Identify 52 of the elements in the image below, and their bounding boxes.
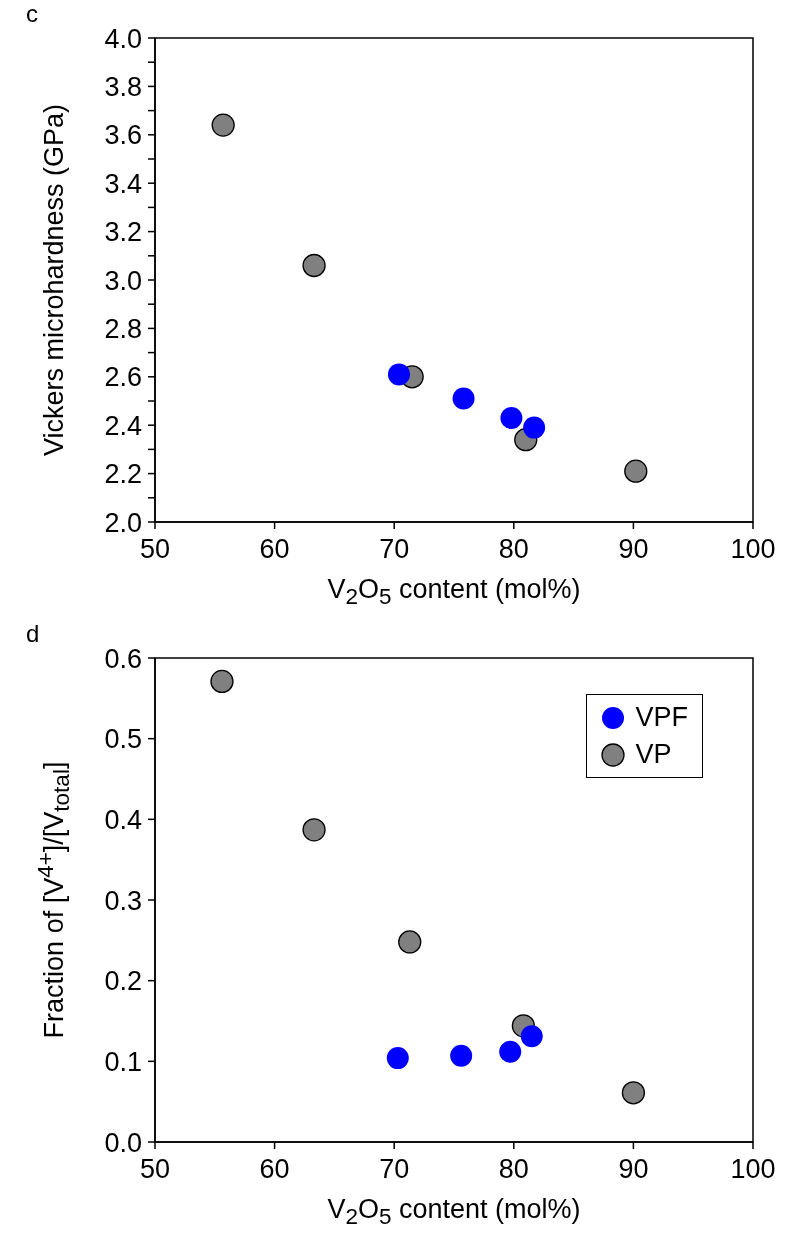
x-axis-title: V$_{2}$O$_{5}$ content (mol%) — [326, 574, 582, 611]
x-tick-label: 100 — [730, 1154, 776, 1185]
y-tick-label: 3.8 — [104, 71, 142, 102]
point — [398, 930, 422, 954]
point — [452, 387, 475, 410]
x-tick-label: 50 — [139, 534, 171, 565]
point — [386, 1047, 409, 1070]
chart-title: d — [26, 620, 40, 648]
point — [520, 1025, 543, 1048]
x-tick-label: 60 — [259, 1154, 290, 1185]
y-tick-label: 2.4 — [104, 410, 142, 441]
point — [624, 459, 648, 483]
legend-label: VP — [635, 739, 672, 770]
point — [302, 253, 326, 278]
legend-label: VPF — [635, 702, 688, 733]
y-tick-label: 0.6 — [104, 643, 142, 674]
y-tick-label: 3.6 — [104, 120, 142, 151]
y-tick-label: 3.0 — [104, 265, 142, 296]
x-tick-label: 80 — [498, 1154, 529, 1185]
x-tick-label: 70 — [379, 1154, 410, 1185]
chart-title: c — [26, 0, 38, 28]
y-tick-label: 0.5 — [104, 724, 142, 755]
y-tick-label: 2.6 — [104, 362, 142, 393]
y-tick-label: 0.3 — [104, 885, 142, 916]
x-axis-title: V$_{2}$O$_{5}$ content (mol%) — [326, 1194, 582, 1231]
y-tick-label: 0.4 — [104, 804, 142, 835]
point — [499, 1040, 522, 1063]
point — [387, 363, 410, 386]
x-tick-label: 100 — [730, 534, 776, 565]
x-tick-label: 90 — [618, 1154, 649, 1185]
point — [210, 669, 234, 694]
y-tick-label: 2.0 — [104, 507, 142, 538]
point — [621, 1081, 646, 1105]
y-tick-label: 0.2 — [104, 966, 142, 997]
point — [450, 1044, 473, 1067]
point — [500, 406, 523, 429]
y-tick-label: 2.8 — [104, 313, 142, 344]
x-tick-label: 60 — [259, 534, 290, 565]
x-tick-label: 50 — [139, 1154, 171, 1185]
point — [523, 416, 546, 439]
point — [302, 818, 326, 842]
y-tick-label: 0.0 — [104, 1127, 142, 1158]
y-tick-label: 3.4 — [104, 168, 142, 199]
y-tick-label: 4.0 — [104, 23, 142, 54]
y-tick-label: 3.2 — [104, 217, 142, 248]
point — [211, 113, 235, 137]
y-axis-title: Vickers microhardness (GPa) — [38, 103, 70, 457]
x-tick-label: 80 — [498, 534, 529, 565]
y-tick-label: 0.1 — [104, 1046, 142, 1077]
x-tick-label: 90 — [618, 534, 649, 565]
x-tick-label: 70 — [379, 534, 410, 565]
y-tick-label: 2.2 — [104, 459, 142, 490]
